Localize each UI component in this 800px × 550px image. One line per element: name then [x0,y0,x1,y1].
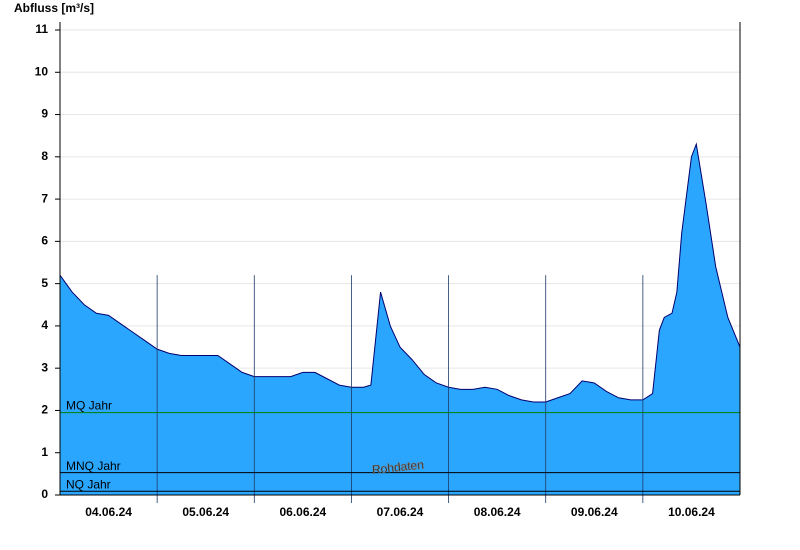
x-tick-label: 10.06.24 [668,505,715,519]
x-tick-label: 07.06.24 [377,505,424,519]
y-tick-label: 11 [35,22,48,36]
y-tick-label: 3 [41,360,48,374]
y-tick-label: 5 [41,276,48,290]
reference-label: MNQ Jahr [66,459,121,473]
line [59,142,741,403]
x-tick-label: 08.06.24 [474,505,521,519]
y-tick-label: 4 [41,318,48,332]
y-tick-label: 9 [41,107,48,121]
y-tick-label: 6 [41,234,48,248]
y-axis-label: Abfluss [m³/s] [14,1,94,15]
reference-label: NQ Jahr [66,477,111,491]
y-tick-label: 2 [41,403,48,417]
y-tick-label: 8 [41,149,48,163]
reference-label: MQ Jahr [66,399,112,413]
x-tick-label: 09.06.24 [571,505,618,519]
x-tick-label: 06.06.24 [279,505,326,519]
y-tick-label: 7 [41,191,48,205]
y-tick-label: 10 [35,64,49,78]
x-tick-label: 05.06.24 [182,505,229,519]
area [60,144,740,496]
watermark: Rohdaten [371,457,424,476]
x-tick-label: 04.06.24 [85,505,132,519]
y-tick-label: 1 [41,445,48,459]
y-tick-label: 0 [41,487,48,501]
